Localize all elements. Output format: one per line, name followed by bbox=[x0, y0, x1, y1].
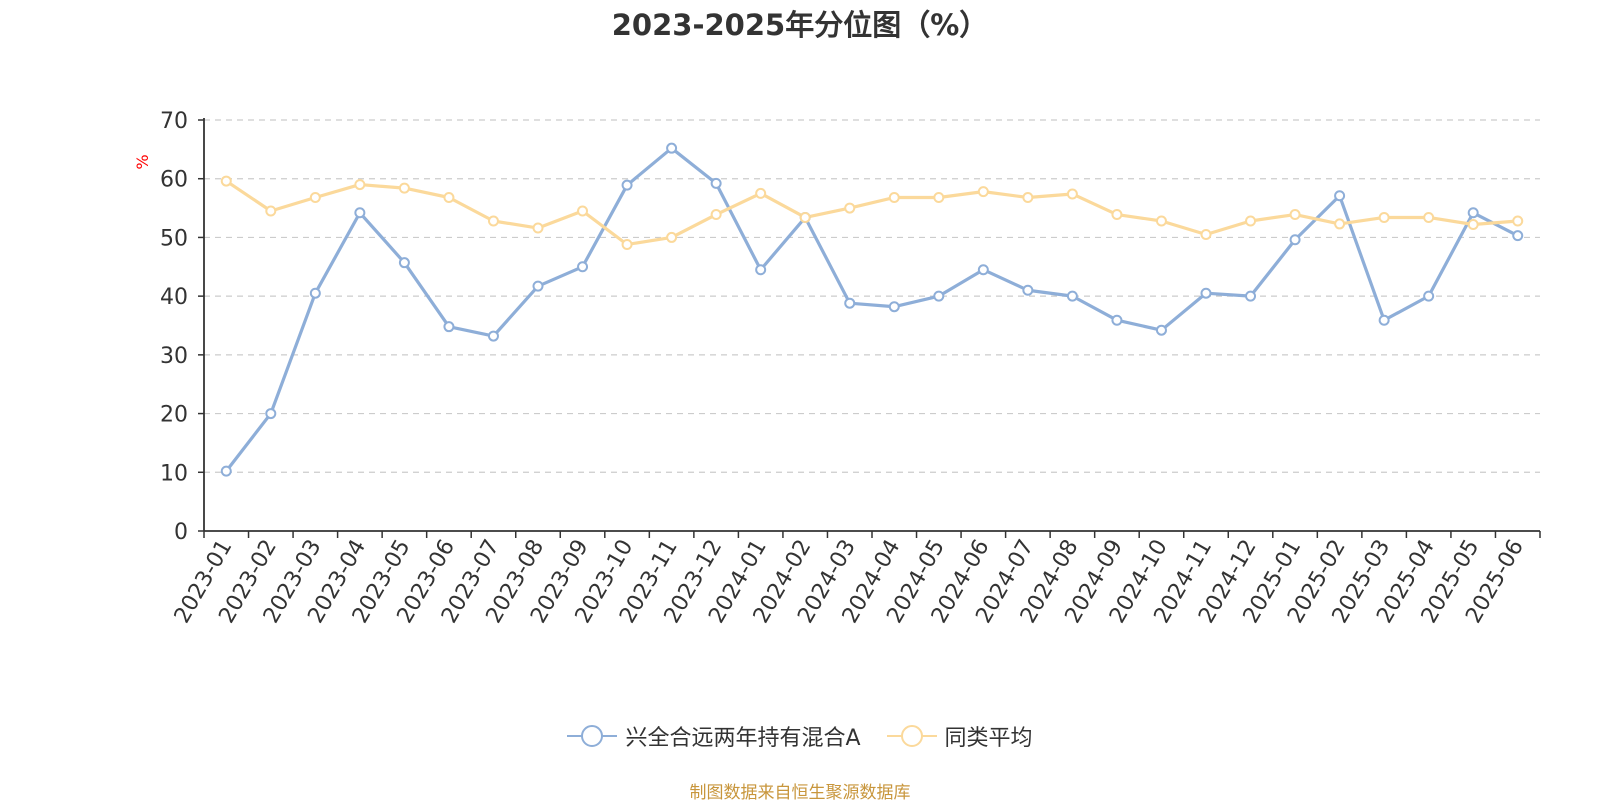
legend-label-fund: 兴全合远两年持有混合A bbox=[625, 726, 861, 751]
data-point-series-1 bbox=[844, 202, 856, 214]
y-tick-label: 30 bbox=[160, 344, 188, 369]
data-point-series-0 bbox=[755, 264, 767, 276]
data-point-series-1 bbox=[710, 209, 722, 221]
data-point-series-0 bbox=[309, 287, 321, 299]
data-point-series-0 bbox=[354, 207, 366, 219]
data-point-series-0 bbox=[487, 330, 499, 342]
data-point-series-1 bbox=[532, 222, 544, 234]
data-point-series-0 bbox=[1289, 234, 1301, 246]
grid-lines bbox=[204, 119, 1540, 473]
data-point-series-1 bbox=[933, 192, 945, 204]
y-tick-label: 10 bbox=[160, 461, 188, 486]
legend-item-fund[interactable]: 兴全合远两年持有混合A bbox=[567, 720, 861, 752]
axes: 010203040506070%2023-012023-022023-03202… bbox=[133, 109, 1541, 628]
y-axis-label: % bbox=[133, 154, 152, 169]
data-point-series-1 bbox=[1512, 215, 1524, 227]
data-point-series-1 bbox=[1022, 192, 1034, 204]
data-point-series-0 bbox=[1200, 287, 1212, 299]
source-note: 制图数据来自恒生聚源数据库 bbox=[689, 783, 911, 803]
data-point-series-1 bbox=[577, 205, 589, 217]
legend: 兴全合远两年持有混合A 同类平均 bbox=[0, 720, 1600, 752]
data-point-series-0 bbox=[1378, 314, 1390, 326]
series-lines bbox=[225, 146, 1519, 473]
legend-item-peer-average[interactable]: 同类平均 bbox=[886, 720, 1033, 752]
data-point-series-0 bbox=[1245, 290, 1257, 302]
data-point-series-1 bbox=[265, 205, 277, 217]
data-point-series-0 bbox=[1111, 314, 1123, 326]
data-point-series-1 bbox=[1467, 219, 1479, 231]
data-point-series-0 bbox=[1467, 207, 1479, 219]
y-tick-label: 20 bbox=[160, 403, 188, 428]
y-tick-label: 40 bbox=[160, 285, 188, 310]
data-point-series-0 bbox=[1334, 190, 1346, 202]
data-point-series-1 bbox=[220, 175, 232, 187]
data-point-series-1 bbox=[487, 215, 499, 227]
chart-title: 2023-2025年分位图（%） bbox=[611, 8, 989, 42]
data-point-series-1 bbox=[1066, 188, 1078, 200]
data-point-series-0 bbox=[443, 321, 455, 333]
data-point-series-1 bbox=[443, 192, 455, 204]
series-line-0 bbox=[225, 146, 1519, 473]
data-point-series-0 bbox=[1066, 290, 1078, 302]
data-point-series-0 bbox=[1512, 230, 1524, 242]
data-point-series-0 bbox=[1155, 324, 1167, 336]
legend-marker-fund bbox=[567, 725, 618, 747]
y-tick-label: 70 bbox=[160, 109, 188, 134]
data-point-series-0 bbox=[933, 290, 945, 302]
data-point-series-1 bbox=[666, 231, 678, 243]
data-point-series-1 bbox=[1155, 215, 1167, 227]
data-point-series-1 bbox=[888, 192, 900, 204]
y-tick-label: 0 bbox=[174, 520, 188, 545]
y-tick-label: 60 bbox=[160, 168, 188, 193]
data-point-series-1 bbox=[755, 187, 767, 199]
data-point-series-0 bbox=[532, 280, 544, 292]
data-point-series-0 bbox=[666, 142, 678, 154]
data-point-series-0 bbox=[710, 177, 722, 189]
data-point-series-1 bbox=[1378, 211, 1390, 223]
data-point-series-1 bbox=[354, 179, 366, 191]
data-point-series-1 bbox=[1289, 209, 1301, 221]
data-point-series-1 bbox=[799, 211, 811, 223]
legend-marker-peer-average bbox=[886, 725, 937, 747]
data-point-series-1 bbox=[621, 238, 633, 250]
data-point-series-0 bbox=[265, 408, 277, 420]
data-point-series-0 bbox=[398, 257, 410, 269]
data-point-series-0 bbox=[577, 261, 589, 273]
y-tick-label: 50 bbox=[160, 226, 188, 251]
data-point-series-1 bbox=[1334, 218, 1346, 230]
data-point-series-0 bbox=[844, 297, 856, 309]
data-point-series-0 bbox=[220, 465, 232, 477]
data-point-series-1 bbox=[1111, 209, 1123, 221]
data-point-series-1 bbox=[977, 186, 989, 198]
series-line-1 bbox=[225, 179, 1518, 247]
data-point-series-0 bbox=[1022, 284, 1034, 296]
data-point-series-0 bbox=[977, 264, 989, 276]
data-point-series-1 bbox=[1423, 211, 1435, 223]
data-points bbox=[220, 142, 1524, 477]
legend-label-peer-average: 同类平均 bbox=[944, 726, 1033, 751]
data-point-series-1 bbox=[398, 182, 410, 194]
data-point-series-0 bbox=[621, 179, 633, 191]
data-point-series-0 bbox=[1423, 290, 1435, 302]
data-point-series-1 bbox=[1200, 228, 1212, 240]
data-point-series-1 bbox=[1245, 215, 1257, 227]
data-point-series-0 bbox=[888, 301, 900, 313]
data-point-series-1 bbox=[309, 192, 321, 204]
